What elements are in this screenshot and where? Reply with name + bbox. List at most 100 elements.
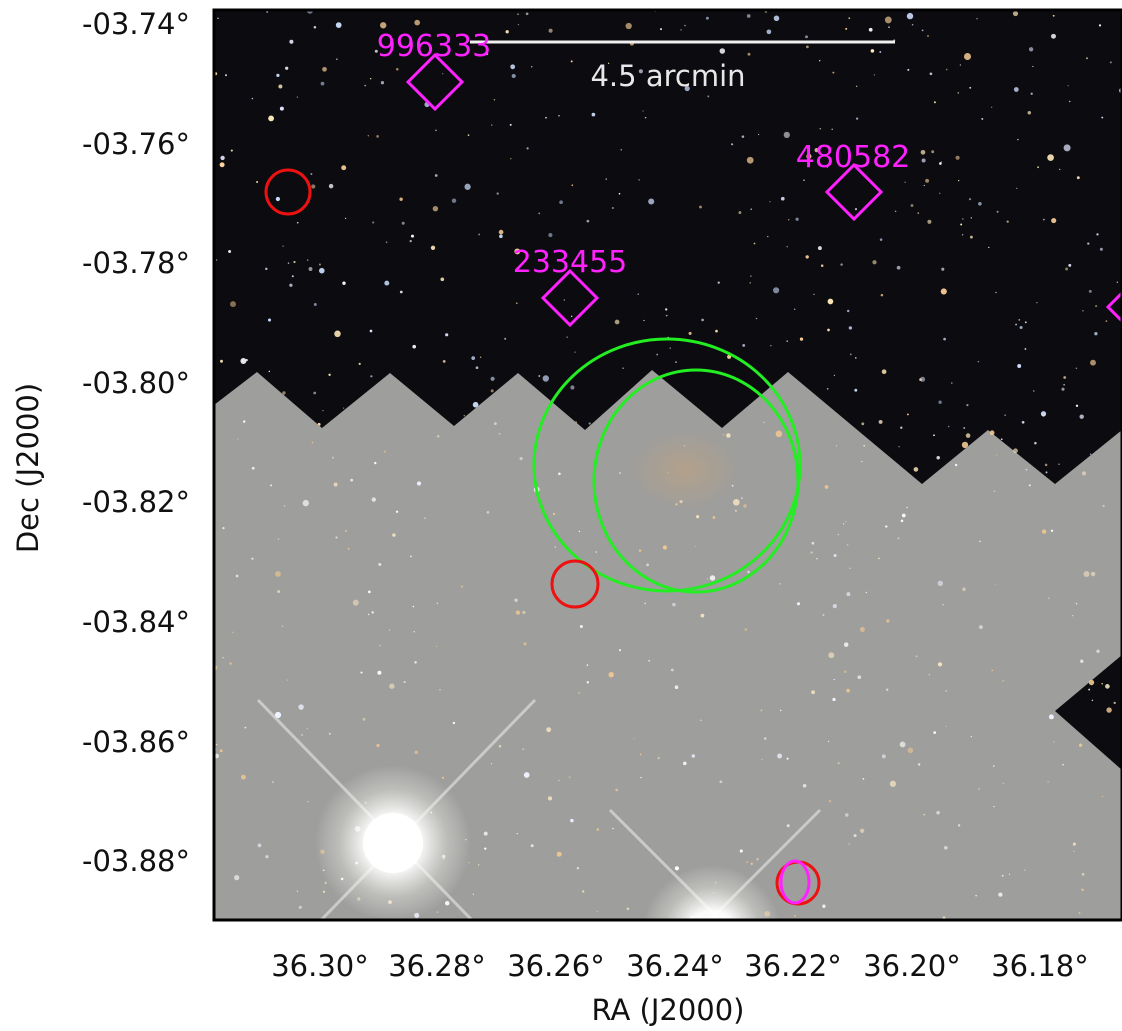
background-star xyxy=(432,206,439,212)
background-star xyxy=(283,505,286,507)
background-star xyxy=(837,762,840,764)
background-star xyxy=(224,74,228,77)
background-star xyxy=(240,358,247,364)
background-star xyxy=(879,238,883,241)
background-star xyxy=(962,587,966,591)
background-star xyxy=(582,890,585,893)
background-star xyxy=(755,317,758,320)
background-star xyxy=(996,210,999,213)
background-star xyxy=(1045,471,1048,474)
background-star xyxy=(619,649,621,652)
background-star xyxy=(827,740,830,743)
background-star xyxy=(854,357,857,359)
background-star xyxy=(1061,387,1065,391)
background-star xyxy=(514,598,518,602)
background-star xyxy=(826,388,829,390)
background-star xyxy=(491,124,493,126)
background-star xyxy=(240,774,246,780)
background-star xyxy=(670,668,674,672)
background-star xyxy=(1081,872,1085,876)
background-star xyxy=(1081,471,1087,476)
background-star xyxy=(920,149,926,155)
x-tick-label: 36.22° xyxy=(744,949,842,983)
background-star xyxy=(622,367,624,369)
background-star xyxy=(845,813,849,817)
background-star xyxy=(485,52,489,56)
background-star xyxy=(868,27,873,32)
background-star xyxy=(296,890,299,893)
background-star xyxy=(767,235,769,238)
background-star xyxy=(739,849,743,853)
background-star xyxy=(490,762,493,765)
background-star xyxy=(484,847,487,850)
background-star xyxy=(496,192,499,195)
background-star xyxy=(832,603,837,609)
background-star xyxy=(274,711,282,719)
background-star xyxy=(846,309,850,313)
background-star xyxy=(915,655,918,658)
background-star xyxy=(399,197,403,201)
background-star xyxy=(805,255,809,259)
background-star xyxy=(293,260,296,264)
background-star xyxy=(558,115,560,117)
background-star xyxy=(1028,47,1034,52)
background-star xyxy=(608,671,614,678)
background-star xyxy=(1015,323,1018,326)
background-star xyxy=(923,813,925,816)
background-star xyxy=(538,212,541,215)
background-star xyxy=(943,845,948,850)
background-star xyxy=(859,828,865,833)
background-star xyxy=(620,148,623,151)
background-star xyxy=(814,148,819,153)
background-star xyxy=(410,234,415,238)
background-star xyxy=(878,419,883,424)
background-star xyxy=(786,246,788,248)
background-star xyxy=(848,843,850,845)
background-star xyxy=(888,26,890,29)
background-star xyxy=(320,81,325,86)
background-star xyxy=(1013,87,1019,92)
background-star xyxy=(586,664,589,666)
source-label-480582: 480582 xyxy=(796,140,911,175)
background-star xyxy=(416,481,422,486)
background-star xyxy=(477,864,480,866)
background-star xyxy=(750,862,753,865)
background-star xyxy=(347,547,350,550)
background-star xyxy=(700,613,705,618)
background-star xyxy=(1017,364,1022,368)
red-circle-marker xyxy=(550,559,600,609)
background-star xyxy=(886,619,890,623)
background-star xyxy=(1041,529,1047,534)
background-star xyxy=(951,382,953,384)
background-star xyxy=(285,66,289,70)
background-star xyxy=(975,894,977,897)
background-star xyxy=(796,602,801,606)
background-star xyxy=(298,704,304,710)
background-star xyxy=(811,690,815,695)
background-star xyxy=(1079,414,1084,419)
background-star xyxy=(672,602,676,607)
background-star xyxy=(927,219,932,224)
background-star xyxy=(819,60,821,62)
background-star xyxy=(388,629,391,631)
background-star xyxy=(822,613,825,617)
background-star xyxy=(741,497,743,499)
background-star xyxy=(1080,659,1084,663)
background-star xyxy=(957,824,961,827)
background-star xyxy=(881,754,886,759)
background-star xyxy=(958,179,960,182)
background-star xyxy=(787,219,790,221)
background-star xyxy=(1024,321,1027,324)
background-star xyxy=(849,567,851,569)
background-star xyxy=(414,750,418,755)
background-star xyxy=(568,776,571,779)
source-diamond-480582 xyxy=(824,162,884,222)
background-star xyxy=(734,509,737,512)
background-star xyxy=(571,184,574,186)
background-star xyxy=(880,293,884,297)
background-star xyxy=(938,400,942,404)
background-star xyxy=(832,697,836,702)
background-star xyxy=(265,267,268,271)
background-star xyxy=(494,422,497,425)
background-star xyxy=(1044,463,1048,467)
